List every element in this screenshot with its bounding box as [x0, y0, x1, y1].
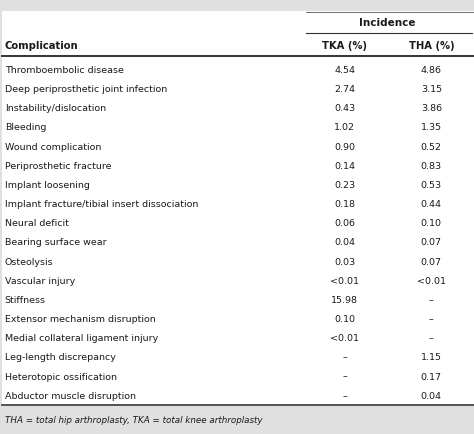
- Bar: [2, 406, 474, 434]
- Text: Stiffness: Stiffness: [5, 296, 46, 305]
- Text: THA (%): THA (%): [409, 40, 454, 51]
- Text: 0.07: 0.07: [421, 257, 442, 266]
- Text: Heterotopic ossification: Heterotopic ossification: [5, 372, 117, 381]
- Text: Extensor mechanism disruption: Extensor mechanism disruption: [5, 315, 155, 324]
- Text: 0.14: 0.14: [334, 162, 356, 171]
- Text: –: –: [429, 334, 434, 343]
- Text: –: –: [342, 353, 347, 362]
- Text: 4.86: 4.86: [421, 66, 442, 75]
- Text: 0.06: 0.06: [334, 219, 356, 228]
- Text: 3.15: 3.15: [421, 85, 442, 94]
- Text: 0.04: 0.04: [334, 238, 356, 247]
- Text: Thromboembolic disease: Thromboembolic disease: [5, 66, 124, 75]
- Text: Vascular injury: Vascular injury: [5, 277, 75, 286]
- Text: –: –: [429, 315, 434, 324]
- Text: Abductor muscle disruption: Abductor muscle disruption: [5, 392, 136, 401]
- Text: <0.01: <0.01: [330, 334, 359, 343]
- Text: Leg-length discrepancy: Leg-length discrepancy: [5, 353, 116, 362]
- Text: Periprosthetic fracture: Periprosthetic fracture: [5, 162, 111, 171]
- Text: Complication: Complication: [5, 40, 78, 51]
- Text: 1.15: 1.15: [421, 353, 442, 362]
- Text: Instability/dislocation: Instability/dislocation: [5, 104, 106, 113]
- Text: Deep periprosthetic joint infection: Deep periprosthetic joint infection: [5, 85, 167, 94]
- Text: 0.07: 0.07: [421, 238, 442, 247]
- Text: 1.02: 1.02: [334, 123, 356, 132]
- Text: 1.35: 1.35: [421, 123, 442, 132]
- Text: 0.18: 0.18: [334, 200, 356, 209]
- Text: –: –: [342, 392, 347, 401]
- Text: 0.03: 0.03: [334, 257, 356, 266]
- Text: 0.17: 0.17: [421, 372, 442, 381]
- Text: Implant fracture/tibial insert dissociation: Implant fracture/tibial insert dissociat…: [5, 200, 198, 209]
- Text: 0.44: 0.44: [421, 200, 442, 209]
- Text: 0.10: 0.10: [421, 219, 442, 228]
- Text: THA = total hip arthroplasty, TKA = total knee arthroplasty: THA = total hip arthroplasty, TKA = tota…: [5, 417, 262, 425]
- Text: Incidence: Incidence: [359, 18, 416, 28]
- Text: –: –: [429, 296, 434, 305]
- Text: Implant loosening: Implant loosening: [5, 181, 90, 190]
- Text: 4.54: 4.54: [334, 66, 356, 75]
- Text: 0.10: 0.10: [334, 315, 356, 324]
- Text: 0.43: 0.43: [334, 104, 356, 113]
- Text: 0.90: 0.90: [334, 142, 356, 151]
- Text: Osteolysis: Osteolysis: [5, 257, 54, 266]
- Text: 15.98: 15.98: [331, 296, 358, 305]
- Text: 0.53: 0.53: [421, 181, 442, 190]
- Text: <0.01: <0.01: [330, 277, 359, 286]
- Text: 0.52: 0.52: [421, 142, 442, 151]
- Text: –: –: [342, 372, 347, 381]
- Text: TKA (%): TKA (%): [322, 40, 367, 51]
- Text: Wound complication: Wound complication: [5, 142, 101, 151]
- Text: Medial collateral ligament injury: Medial collateral ligament injury: [5, 334, 158, 343]
- Text: Neural deficit: Neural deficit: [5, 219, 69, 228]
- Text: 0.23: 0.23: [334, 181, 356, 190]
- Text: 0.04: 0.04: [421, 392, 442, 401]
- Text: 3.86: 3.86: [421, 104, 442, 113]
- Text: Bleeding: Bleeding: [5, 123, 46, 132]
- Text: 2.74: 2.74: [334, 85, 356, 94]
- Text: <0.01: <0.01: [417, 277, 446, 286]
- Text: Bearing surface wear: Bearing surface wear: [5, 238, 106, 247]
- Text: 0.83: 0.83: [421, 162, 442, 171]
